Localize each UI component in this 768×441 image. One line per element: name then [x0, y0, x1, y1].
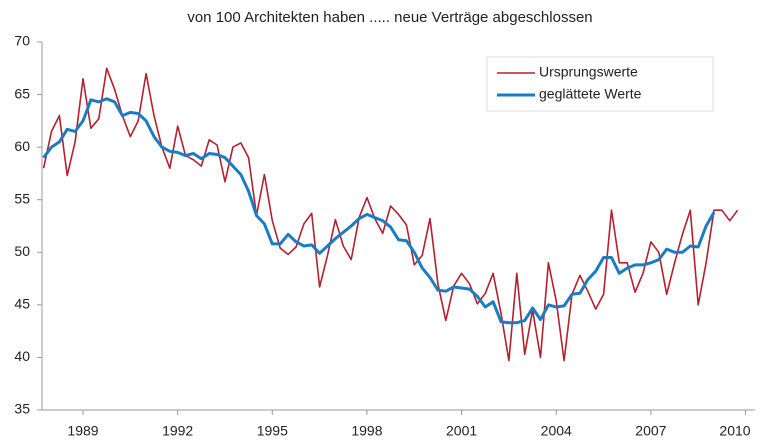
- x-tick-label: 2007: [635, 423, 666, 439]
- y-tick-label: 55: [14, 190, 30, 206]
- x-tick-label: 2004: [541, 423, 572, 439]
- y-tick-label: 35: [14, 401, 30, 417]
- x-tick-label: 2001: [446, 423, 477, 439]
- y-tick-label: 50: [14, 243, 30, 259]
- x-tick-label: 1998: [351, 423, 382, 439]
- legend-label: Ursprungswerte: [539, 64, 638, 80]
- series-line: [42, 67, 739, 362]
- y-tick-label: 40: [14, 348, 30, 364]
- y-tick-label: 45: [14, 296, 30, 312]
- y-tick-label: 70: [14, 33, 30, 49]
- chart-title: von 100 Architekten haben ..... neue Ver…: [187, 9, 592, 26]
- x-tick-label: 1992: [162, 423, 193, 439]
- y-tick-label: 65: [14, 85, 30, 101]
- x-tick-label: 1995: [257, 423, 288, 439]
- legend-box: [486, 56, 714, 112]
- x-tick-label: 2010: [719, 423, 750, 439]
- series-line: [42, 97, 716, 325]
- x-tick-label: 1989: [67, 423, 98, 439]
- legend-label: geglättete Werte: [539, 86, 642, 102]
- y-tick-label: 60: [14, 138, 30, 154]
